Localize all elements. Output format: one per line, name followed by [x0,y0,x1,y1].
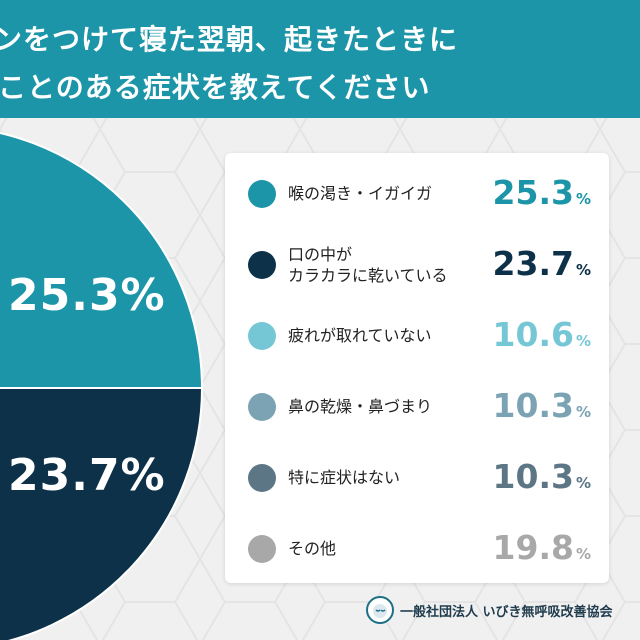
legend-value-number: 19.8 [492,528,574,567]
legend-label-line: 口の中が [288,245,353,264]
legend-value-unit: % [575,474,591,492]
footer-brand: 一般社団法人 いびき無呼吸改善協会 [366,596,626,626]
legend-label: 特に症状はない [288,467,400,488]
legend-item: 疲れが取れていない 10.6% [225,301,609,371]
legend-value-number: 10.6 [492,315,574,354]
legend-label: その他 [288,538,336,559]
legend-swatch [248,251,276,279]
legend-value: 10.3% [493,386,591,425]
legend-swatch [248,535,276,563]
legend-swatch [248,464,276,492]
legend-value: 19.8% [493,528,591,567]
legend-value-unit: % [575,403,591,421]
legend-swatch [248,180,276,208]
legend-value-unit: % [575,261,591,279]
legend-item: 口の中がカラカラに乾いている 23.7% [225,230,609,300]
sleeping-face-icon [366,596,394,624]
legend-label-line: 疲れが取れていない [288,326,432,345]
legend-label: 口の中がカラカラに乾いている [288,244,448,286]
legend-value-unit: % [575,545,591,563]
legend-value: 23.7% [493,244,591,283]
legend-value-unit: % [575,190,591,208]
legend-label-line: その他 [288,539,337,558]
question-header: ンをつけて寝た翌朝、起きたときに ことのある症状を教えてください [0,0,640,118]
legend-swatch [248,322,276,350]
pie-slice-1 [0,131,204,389]
legend-value-unit: % [575,332,591,350]
legend-item: 特に症状はない 10.3% [225,443,609,513]
legend-value-number: 25.3 [492,173,574,212]
legend-item: その他 19.8% [225,514,609,584]
legend-label-line: 特に症状はない [288,468,401,487]
legend-item: 鼻の乾燥・鼻づまり 10.3% [225,372,609,442]
legend-label-line: カラカラに乾いている [288,266,448,285]
legend-label: 鼻の乾燥・鼻づまり [288,396,432,417]
legend-item: 喉の渇き・イガイガ 25.3% [225,159,609,229]
chart-legend: 喉の渇き・イガイガ 25.3% 口の中が カラカラに乾いている 23.7% 疲れが取れてい… [225,153,609,583]
legend-value: 10.3% [493,457,591,496]
pie-slice-2 [0,387,204,640]
pie-label-slice-2: 23.7% [8,450,166,501]
organization-name: 一般社団法人 いびき無呼吸改善協会 [400,605,613,620]
legend-label-line: 喉の渇き・イガイガ [288,184,433,203]
legend-value-number: 23.7 [492,244,574,283]
legend-value-number: 10.3 [492,457,574,496]
question-line-1: ンをつけて寝た翌朝、起きたときに [0,23,459,56]
legend-swatch [248,393,276,421]
legend-value-number: 10.3 [492,386,574,425]
legend-label: 疲れが取れていない [288,325,432,346]
legend-value: 25.3% [493,173,591,212]
legend-value: 10.6% [493,315,591,354]
legend-label: 喉の渇き・イガイガ [288,183,432,204]
legend-label-line: 鼻の乾燥・鼻づまり [288,397,433,416]
question-line-2: ことのある症状を教えてください [0,71,431,104]
pie-label-slice-1: 25.3% [8,270,166,321]
